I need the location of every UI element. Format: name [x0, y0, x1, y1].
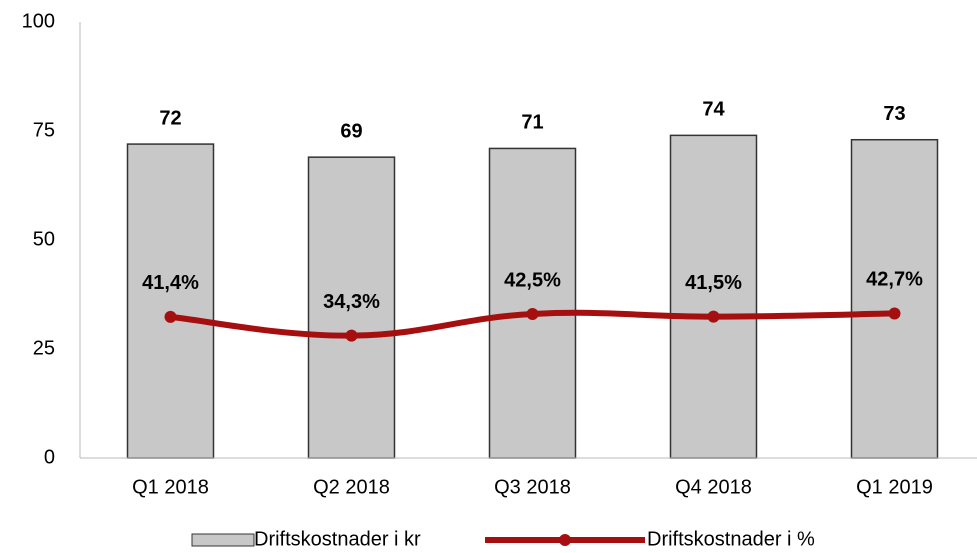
y-tick-label: 0 — [44, 446, 55, 468]
bar-value-label: 69 — [340, 120, 362, 142]
legend-marker — [559, 534, 571, 546]
bar-value-label: 73 — [883, 103, 905, 125]
line-marker — [345, 329, 358, 342]
x-tick-label: Q4 2018 — [675, 476, 752, 498]
bar — [669, 134, 758, 459]
line-marker — [164, 310, 177, 323]
bar — [488, 147, 577, 459]
y-tick-label: 100 — [22, 10, 55, 32]
legend-swatch — [191, 533, 255, 547]
legend-label: Driftskostnader i % — [647, 528, 815, 550]
y-tick-label: 25 — [33, 337, 55, 359]
x-tick-label: Q3 2018 — [494, 476, 571, 498]
bar-value-label: 74 — [702, 99, 725, 121]
x-tick-label: Q1 2019 — [856, 476, 933, 498]
bar-value-label: 72 — [159, 107, 181, 129]
bar — [850, 138, 939, 459]
x-tick-label: Q1 2018 — [132, 476, 209, 498]
bar-value-label: 71 — [521, 112, 543, 134]
line-value-label: 42,7% — [866, 269, 923, 291]
bar — [126, 143, 215, 459]
line-value-label: 41,5% — [685, 272, 742, 294]
line-marker — [526, 307, 539, 320]
legend-label: Driftskostnader i kr — [254, 528, 421, 550]
line-marker — [888, 307, 901, 320]
line-marker — [707, 310, 720, 323]
line-value-label: 42,5% — [504, 269, 561, 291]
y-tick-label: 75 — [33, 119, 55, 141]
line-value-label: 34,3% — [323, 291, 380, 313]
y-tick-label: 50 — [33, 228, 55, 250]
x-tick-label: Q2 2018 — [313, 476, 390, 498]
line-value-label: 41,4% — [142, 272, 199, 294]
